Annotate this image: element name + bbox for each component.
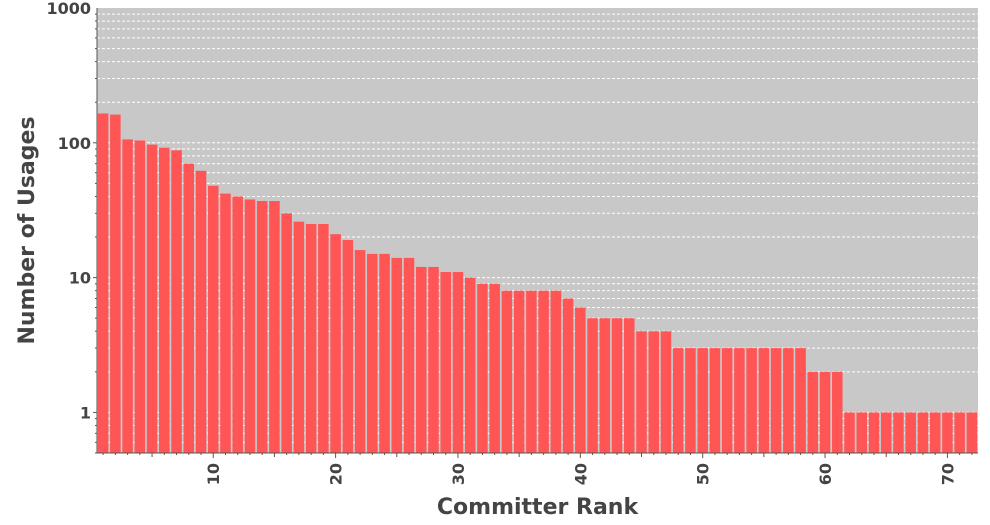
bar [440, 272, 451, 453]
y-tick-label: 1 [80, 403, 91, 422]
bar [807, 371, 819, 453]
bar [832, 371, 843, 453]
x-tick-label: 50 [694, 463, 713, 485]
bar [819, 371, 831, 453]
bar [379, 253, 390, 453]
y-axis-title: Number of Usages [15, 116, 40, 344]
y-tick-label: 10 [69, 269, 91, 288]
bar [403, 257, 415, 453]
bar [868, 412, 880, 453]
bar [134, 140, 146, 454]
bar [159, 147, 170, 453]
bar [97, 113, 109, 453]
bar [709, 348, 721, 453]
bar [281, 213, 292, 453]
bar [942, 412, 953, 453]
bar [905, 412, 916, 453]
bar [526, 290, 537, 453]
bar [354, 250, 366, 453]
bar [624, 318, 635, 453]
bar [452, 272, 464, 453]
bar [685, 348, 696, 453]
bar [318, 223, 329, 453]
bar [330, 234, 341, 453]
bar [538, 290, 549, 453]
bar [721, 348, 733, 453]
y-tick-label: 100 [58, 134, 91, 153]
bars [97, 113, 978, 454]
bar [758, 348, 770, 453]
bar [415, 266, 427, 453]
bar [550, 290, 562, 453]
plot-background [97, 8, 978, 453]
bar [256, 201, 268, 453]
bar [672, 348, 684, 453]
bar [293, 221, 305, 453]
bar [501, 290, 513, 453]
y-tick-label: 1000 [46, 0, 91, 18]
axes [93, 8, 978, 458]
bar [342, 240, 354, 453]
x-tick-label: 10 [204, 463, 223, 485]
grid-lines [97, 13, 978, 443]
x-tick-label: 60 [816, 463, 835, 485]
bar [122, 139, 133, 453]
bar [783, 348, 794, 453]
x-tick-labels: 10 20 30 40 50 60 70 [204, 463, 957, 485]
bar [697, 348, 708, 453]
bar [660, 331, 672, 453]
bar [367, 253, 378, 453]
bar [954, 412, 965, 453]
bar [599, 318, 611, 453]
bar [146, 144, 158, 453]
bar [880, 412, 892, 453]
bar [562, 298, 574, 453]
y-tick-labels: 1 10 100 1000 [46, 0, 91, 422]
x-axis-title: Committer Rank [437, 495, 640, 520]
bar [232, 196, 243, 453]
bar [734, 348, 745, 453]
x-tick-label: 70 [938, 463, 957, 485]
x-tick-label: 30 [449, 463, 468, 485]
bar [648, 331, 660, 453]
bar [195, 170, 207, 453]
bar [929, 412, 941, 453]
bar [171, 150, 182, 453]
bar [391, 257, 403, 453]
bar [244, 199, 256, 453]
bar [770, 348, 782, 453]
bar [575, 307, 586, 453]
bar [795, 348, 806, 453]
bar [611, 318, 623, 453]
bar [966, 412, 978, 453]
bar [305, 223, 317, 453]
bar [220, 193, 231, 453]
bar [477, 283, 488, 453]
bar [207, 185, 219, 453]
x-tick-label: 20 [327, 463, 346, 485]
bar [587, 318, 598, 453]
bar [428, 266, 439, 453]
bar [844, 412, 855, 453]
bar [746, 348, 757, 453]
bar [110, 114, 121, 453]
bar [513, 290, 525, 453]
bar [464, 277, 476, 453]
bar [489, 283, 500, 453]
bar [917, 412, 929, 453]
x-tick-label: 40 [571, 463, 590, 485]
bar [856, 412, 868, 453]
bar [269, 201, 280, 453]
bar [183, 163, 195, 454]
bar [893, 412, 904, 453]
bar [636, 331, 647, 453]
